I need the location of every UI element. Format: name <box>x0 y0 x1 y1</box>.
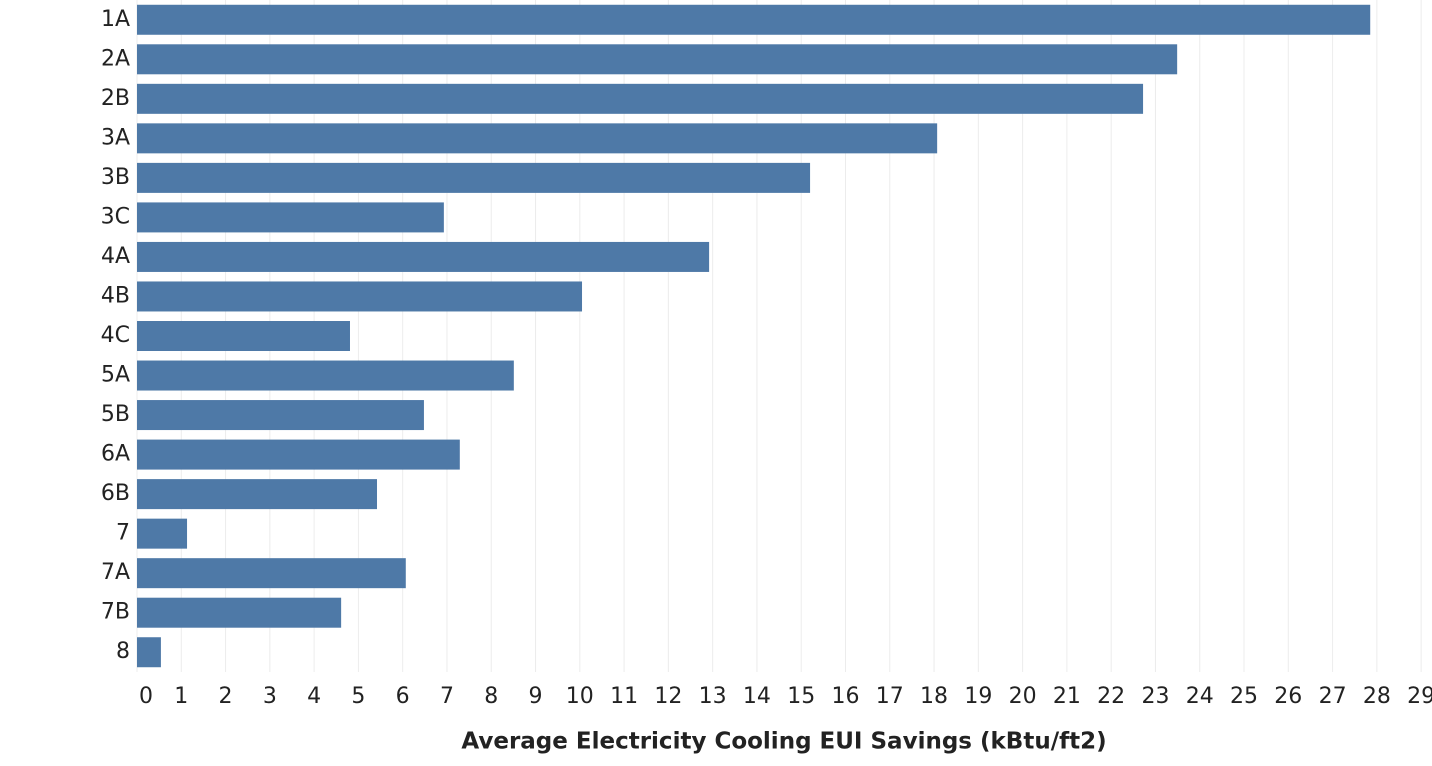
bar <box>137 4 1371 35</box>
bar <box>137 637 161 668</box>
bar <box>137 597 342 628</box>
x-tick-label: 22 <box>1097 684 1125 709</box>
bar <box>137 281 583 312</box>
bar <box>137 439 460 470</box>
y-tick-label: 6B <box>101 481 130 506</box>
bar <box>137 321 350 351</box>
bar <box>137 479 378 510</box>
x-tick-label: 3 <box>263 684 277 709</box>
x-tick-label: 15 <box>787 684 815 709</box>
y-tick-label: 3A <box>101 125 130 150</box>
x-tick-label: 23 <box>1141 684 1169 709</box>
y-tick-label: 3C <box>101 204 130 229</box>
y-tick-label: 2A <box>101 46 130 71</box>
y-tick-label: 6A <box>101 442 130 467</box>
x-tick-label: 6 <box>396 684 410 709</box>
bar <box>137 241 710 272</box>
x-tick-label: 5 <box>351 684 365 709</box>
bar <box>137 123 938 154</box>
y-tick-label: 4C <box>101 323 130 348</box>
y-tick-label: 8 <box>116 639 130 664</box>
y-tick-label: 4B <box>101 283 130 308</box>
y-tick-label: 7A <box>101 560 130 585</box>
x-tick-label: 10 <box>566 684 594 709</box>
x-tick-label: 9 <box>529 684 543 709</box>
y-tick-label: 1A <box>101 7 130 32</box>
x-tick-label: 18 <box>920 684 948 709</box>
x-tick-label: 21 <box>1053 684 1081 709</box>
x-tick-label: 28 <box>1363 684 1391 709</box>
x-tick-label: 29 <box>1407 684 1432 709</box>
y-tick-label: 5B <box>101 402 130 427</box>
x-tick-label: 0 <box>139 684 153 709</box>
bar <box>137 558 406 589</box>
x-tick-label: 20 <box>1009 684 1037 709</box>
x-tick-label: 12 <box>654 684 682 709</box>
y-tick-label: 4A <box>101 244 130 269</box>
x-tick-label: 26 <box>1274 684 1302 709</box>
x-tick-label: 2 <box>219 684 233 709</box>
x-tick-label: 25 <box>1230 684 1258 709</box>
bar <box>137 162 811 193</box>
x-tick-label: 17 <box>876 684 904 709</box>
y-tick-label: 7B <box>101 600 130 625</box>
y-tick-label: 2B <box>101 86 130 111</box>
bar <box>137 518 188 549</box>
x-tick-label: 11 <box>610 684 638 709</box>
x-tick-label: 4 <box>307 684 321 709</box>
x-tick-label: 14 <box>743 684 771 709</box>
y-tick-label: 7 <box>116 521 130 546</box>
x-axis-title: Average Electricity Cooling EUI Savings … <box>461 729 1106 755</box>
y-tick-label: 3B <box>101 165 130 190</box>
bar <box>137 83 1144 114</box>
x-tick-label: 13 <box>699 684 727 709</box>
bar <box>137 44 1178 75</box>
x-tick-label: 24 <box>1186 684 1214 709</box>
x-tick-label: 8 <box>484 684 498 709</box>
bar <box>137 400 424 431</box>
x-tick-label: 16 <box>831 684 859 709</box>
y-tick-label: 5A <box>101 363 130 388</box>
x-tick-label: 19 <box>964 684 992 709</box>
x-tick-label: 7 <box>440 684 454 709</box>
bar <box>137 360 514 391</box>
bar <box>137 202 444 233</box>
x-tick-label: 27 <box>1319 684 1347 709</box>
x-tick-label: 1 <box>174 684 188 709</box>
